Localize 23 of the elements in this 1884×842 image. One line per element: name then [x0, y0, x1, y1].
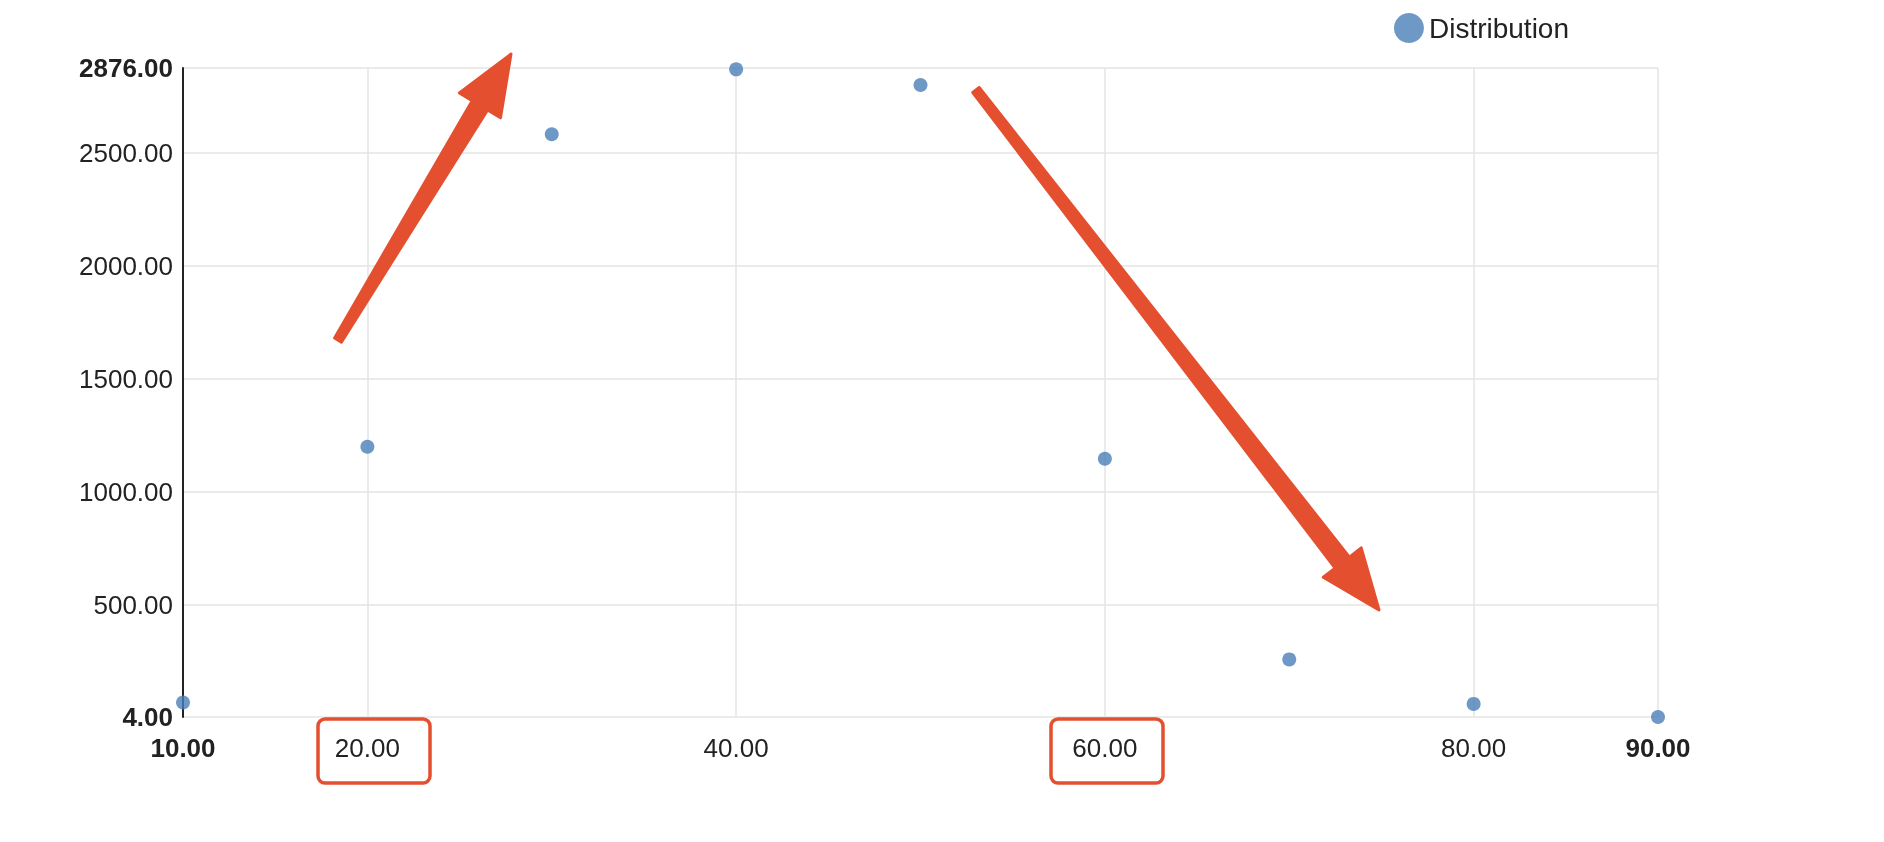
point: [544, 127, 559, 142]
y-tick-label: 500.00: [93, 589, 173, 620]
x-tick-label: 20.00: [334, 733, 400, 763]
y-tick-label: 4.00: [122, 702, 173, 732]
x-tick-label: 10.00: [150, 733, 216, 763]
y-tick-label: 2876.00: [79, 53, 173, 83]
x-tick-label: 60.00: [1072, 733, 1138, 763]
point: [729, 62, 744, 77]
y-tick-label: 2500.00: [79, 137, 173, 168]
point: [1282, 652, 1297, 667]
x-tick-label: 80.00: [1441, 733, 1507, 763]
point: [913, 77, 928, 92]
legend-label: Distribution: [1428, 12, 1570, 44]
point: [360, 439, 375, 454]
x-tick-label: 90.00: [1625, 733, 1691, 763]
x-tick-label: 40.00: [703, 733, 769, 763]
y-tick-label: 1500.00: [79, 363, 173, 394]
point: [1466, 696, 1481, 711]
point: [176, 695, 190, 710]
y-tick-label: 1000.00: [79, 476, 173, 507]
point: [1651, 710, 1665, 724]
point: [1097, 451, 1112, 466]
y-tick-label: 2000.00: [79, 250, 173, 281]
